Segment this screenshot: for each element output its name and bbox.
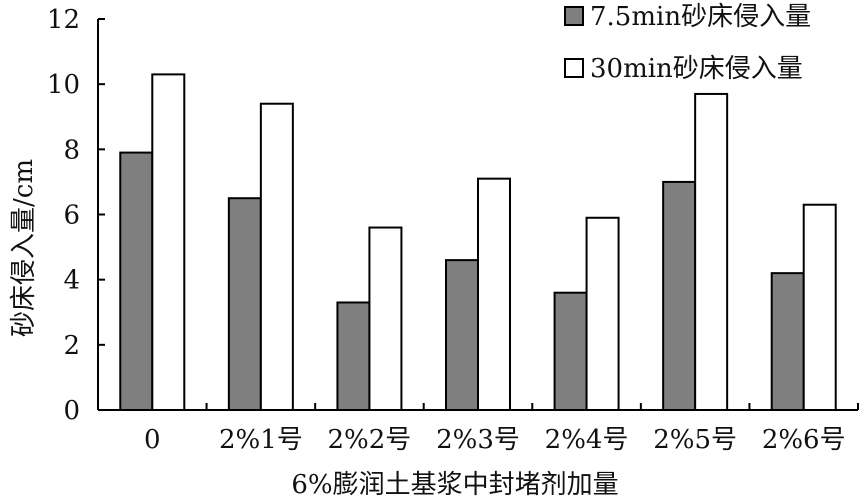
bar-series-2-cat-5 [694,92,729,411]
bar-series-2-cat-3 [477,177,511,411]
legend-swatch-series-2 [564,58,584,78]
bar-series-1-cat-6 [770,272,805,411]
legend: 7.5min砂床侵入量 30min砂床侵入量 [564,2,811,84]
bar-series-1-cat-3 [445,259,479,411]
y-tick-label-1: 2 [63,331,80,361]
y-axis-title: 砂床侵入量/cm [9,159,39,337]
bar-series-1-cat-4 [553,291,588,412]
y-tick-label-5: 10 [47,70,80,100]
axes [97,18,859,411]
x-tick-label-2: 2%2号 [328,425,412,455]
x-tick-label-3: 2%3号 [436,425,520,455]
bar-series-1-cat-1 [227,197,262,411]
x-tick-label-4: 2%4号 [545,425,629,455]
y-tick-label-0: 0 [63,396,80,426]
legend-swatch-series-1 [564,6,584,26]
legend-label-series-1: 7.5min砂床侵入量 [590,2,811,32]
bar-series-2-cat-6 [802,203,837,411]
bar-series-2-cat-2 [368,226,403,411]
bar-series-1-cat-0 [119,151,154,411]
x-tick-label-1: 2%1号 [219,425,303,455]
y-tick-label-4: 8 [63,135,80,165]
bar-series-1-cat-5 [662,180,697,411]
bar-series-2-cat-1 [259,102,294,411]
x-tick-label-6: 2%6号 [762,425,846,455]
y-tick-label-3: 6 [63,201,80,231]
x-axis-title: 6%膨润土基浆中封堵剂加量 [291,470,618,500]
y-tick-label-6: 12 [47,5,80,35]
x-tick-label-5: 2%5号 [653,425,737,455]
legend-label-series-2: 30min砂床侵入量 [590,54,803,84]
bars [119,73,837,412]
y-tick-label-2: 4 [63,266,80,296]
bar-series-1-cat-2 [336,301,371,412]
x-tick-label-0: 0 [144,425,161,455]
bar-series-2-cat-4 [585,216,620,411]
labels: 0 2 4 6 8 10 12 0 2%1号 2%2号 2%3号 2%4号 2%5号 2%6号 [47,5,846,455]
bar-series-2-cat-0 [151,73,186,412]
